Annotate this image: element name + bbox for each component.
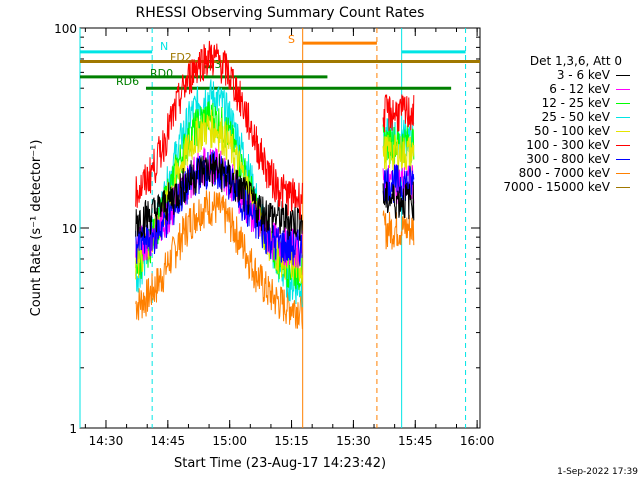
legend-item: 100 - 300 keV: [482, 138, 632, 152]
legend-swatch: [616, 145, 630, 146]
series-line: [135, 40, 415, 220]
series-line: [135, 153, 415, 242]
y-axis-label: Count Rate (s⁻¹ detector⁻¹): [29, 140, 44, 317]
legend-item-label: 25 - 50 keV: [541, 110, 610, 124]
legend: Det 1,3,6, Att 0 3 - 6 keV 6 - 12 keV 12 -…: [482, 54, 632, 194]
legend-item: 25 - 50 keV: [482, 110, 632, 124]
legend-item: 6 - 12 keV: [482, 82, 632, 96]
legend-swatch: [616, 89, 630, 90]
x-tick-label: 15:00: [212, 434, 247, 448]
annotation-label: RD6: [116, 75, 139, 88]
legend-title: Det 1,3,6, Att 0: [529, 54, 622, 68]
timestamp: 1-Sep-2022 17:39: [557, 467, 638, 477]
x-tick-label: 16:00: [460, 434, 495, 448]
series-line: [135, 190, 415, 330]
annotation-label: FD2: [170, 51, 192, 64]
legend-item-label: 50 - 100 keV: [533, 124, 610, 138]
legend-item: 300 - 800 keV: [482, 152, 632, 166]
plot-area: RHESSI Observing Summary Count Rates Star…: [29, 5, 494, 471]
legend-item-label: 800 - 7000 keV: [518, 166, 610, 180]
legend-item: 50 - 100 keV: [482, 124, 632, 138]
y-tick-label: 100: [54, 22, 77, 36]
x-tick-label: 15:30: [336, 434, 371, 448]
annotation-label: S: [288, 33, 295, 46]
legend-item-label: 12 - 25 keV: [541, 96, 610, 110]
legend-swatch: [616, 117, 630, 118]
legend-swatch: [616, 173, 630, 174]
x-tick-label: 14:30: [89, 434, 124, 448]
x-tick-label: 15:45: [398, 434, 433, 448]
legend-item: 12 - 25 keV: [482, 96, 632, 110]
legend-swatch: [616, 75, 630, 76]
legend-item: 3 - 6 keV: [482, 68, 632, 82]
y-tick-label: 10: [62, 222, 77, 236]
legend-item-label: 100 - 300 keV: [526, 138, 610, 152]
legend-item-label: 3 - 6 keV: [556, 68, 610, 82]
legend-item-label: 6 - 12 keV: [549, 82, 610, 96]
legend-item-label: 7000 - 15000 keV: [503, 180, 610, 194]
annotation-label: N: [160, 40, 168, 53]
x-axis-label: Start Time (23-Aug-17 14:23:42): [174, 456, 386, 471]
annotation-label: RD0: [150, 67, 173, 80]
chart-title: RHESSI Observing Summary Count Rates: [136, 5, 425, 21]
x-tick-label: 14:45: [151, 434, 186, 448]
legend-item-label: 300 - 800 keV: [526, 152, 610, 166]
legend-swatch: [616, 103, 630, 104]
y-tick-label: 1: [69, 422, 77, 436]
legend-swatch: [616, 187, 630, 188]
legend-swatch: [616, 131, 630, 132]
legend-item: 7000 - 15000 keV: [482, 180, 632, 194]
legend-item: 800 - 7000 keV: [482, 166, 632, 180]
legend-swatch: [616, 159, 630, 160]
x-tick-label: 15:15: [274, 434, 309, 448]
